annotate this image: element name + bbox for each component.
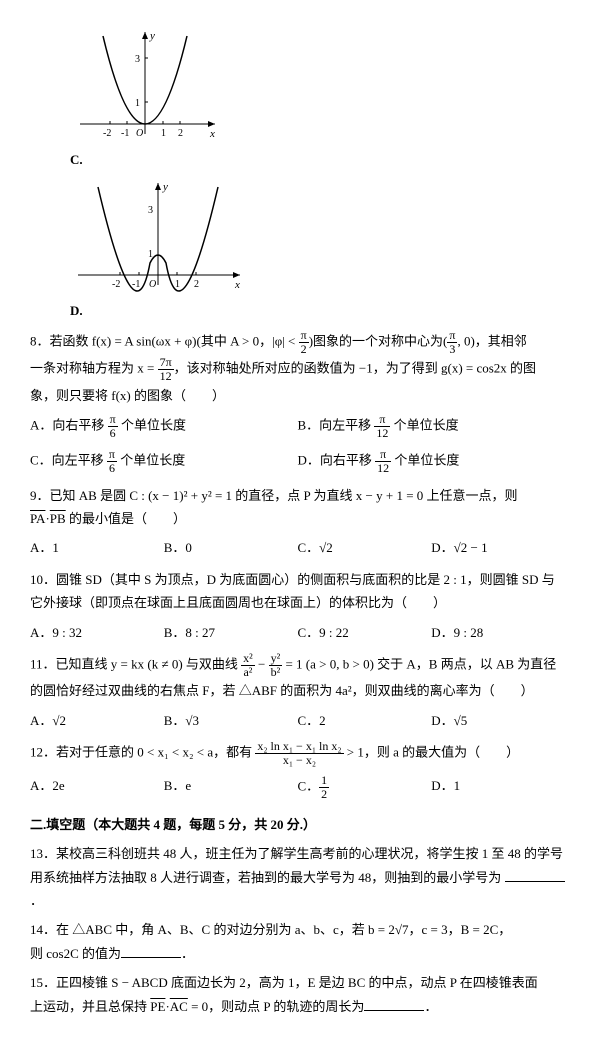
q10-opt-a: A．9 : 32 <box>30 621 164 644</box>
q15-stem-d: ． <box>424 999 437 1014</box>
svg-text:1: 1 <box>161 128 166 139</box>
q9-opt-c: C．√2 <box>298 536 432 559</box>
q11-opt-b: B．√3 <box>164 709 298 732</box>
graph-d-label: D. <box>70 299 565 322</box>
q10-num: 10． <box>30 572 56 587</box>
question-15: 15．正四棱锥 S − ABCD 底面边长为 2，高为 1，E 是边 BC 的中… <box>30 971 565 1018</box>
vec-pe: PE <box>150 999 165 1014</box>
svg-text:2: 2 <box>178 128 183 139</box>
svg-text:3: 3 <box>135 54 140 65</box>
q12-opt-d: D．1 <box>431 774 565 801</box>
svg-text:3: 3 <box>148 205 153 216</box>
question-12: 12．若对于任意的 0 < x₁ < x₂ < a，都有 x₂ ln x₁ − … <box>30 740 565 803</box>
q8-opt-b: B．向左平移 π12 个单位长度 <box>298 413 566 440</box>
q13-num: 13． <box>30 846 56 861</box>
svg-text:x: x <box>234 279 240 291</box>
q15-stem-b: 上运动，并且总保持 <box>30 999 150 1014</box>
q11-opt-a: A．√2 <box>30 709 164 732</box>
q12-opt-a: A．2e <box>30 774 164 801</box>
svg-text:y: y <box>149 30 155 42</box>
question-14: 14．在 △ABC 中，角 A、B、C 的对边分别为 a、b、c，若 b = 2… <box>30 918 565 965</box>
graph-c-container: -2 -1 1 2 1 3 O x y <box>70 24 565 144</box>
vec-pa: PA <box>30 511 45 526</box>
q14-blank <box>121 944 181 958</box>
q8-stem-b: )图象的一个对称中心为( <box>309 333 448 348</box>
q9-stem-b: 的最小值是（ ） <box>66 511 186 526</box>
graph-c-label: C. <box>70 148 565 171</box>
q12-num: 12． <box>30 745 56 760</box>
q8-stem-c: , 0)，其相邻 <box>457 333 526 348</box>
q15-blank <box>364 997 424 1011</box>
vec-pb: PB <box>50 511 66 526</box>
svg-text:2: 2 <box>194 279 199 290</box>
q11-num: 11． <box>30 657 56 672</box>
q9-num: 9． <box>30 488 50 503</box>
q15-stem-c: = 0，则动点 P 的轨迹的周长为 <box>188 999 365 1014</box>
svg-text:-2: -2 <box>103 128 111 139</box>
q13-stem-a: 某校高三科创班共 48 人，班主任为了解学生高考前的心理状况，将学生按 1 至 … <box>30 846 563 884</box>
q9-opt-d: D．√2 − 1 <box>431 536 565 559</box>
question-9: 9．已知 AB 是圆 C : (x − 1)² + y² = 1 的直径，点 P… <box>30 484 565 562</box>
q14-stem-a: 在 △ABC 中，角 A、B、C 的对边分别为 a、b、c，若 b = 2√7，… <box>56 922 511 937</box>
q14-stem-b: 则 cos2C 的值为 <box>30 946 121 961</box>
svg-text:1: 1 <box>135 98 140 109</box>
q13-blank <box>505 868 565 882</box>
q8-stem-d: 一条对称轴方程为 x = <box>30 361 158 376</box>
svg-text:-2: -2 <box>112 279 120 290</box>
svg-text:x: x <box>209 128 215 140</box>
q9-opt-b: B．0 <box>164 536 298 559</box>
question-13: 13．某校高三科创班共 48 人，班主任为了解学生高考前的心理状况，将学生按 1… <box>30 842 565 912</box>
graph-d-svg: -2 -1 1 2 1 3 O x y <box>70 175 245 295</box>
q12-stem-a: 若对于任意的 0 < x₁ < x₂ < a，都有 <box>56 745 255 760</box>
svg-text:-1: -1 <box>121 128 129 139</box>
q12-opt-b: B．e <box>164 774 298 801</box>
question-11: 11．已知直线 y = kx (k ≠ 0) 与双曲线 x²a² − y²b² … <box>30 652 565 734</box>
q8-stem-a: 若函数 f(x) = A sin(ωx + φ)(其中 A > 0，|φ| < <box>50 333 299 348</box>
q10-stem: 圆锥 SD（其中 S 为顶点，D 为底面圆心）的侧面积与底面积的比是 2 : 1… <box>30 572 555 610</box>
q14-num: 14． <box>30 922 56 937</box>
q13-stem-b: ． <box>30 893 43 908</box>
q11-opt-c: C．2 <box>298 709 432 732</box>
q8-num: 8． <box>30 333 50 348</box>
svg-text:y: y <box>162 181 168 193</box>
svg-text:1: 1 <box>175 279 180 290</box>
vec-ac: AC <box>170 999 188 1014</box>
question-10: 10．圆锥 SD（其中 S 为顶点，D 为底面圆心）的侧面积与底面积的比是 2 … <box>30 568 565 646</box>
q9-stem-a: 已知 AB 是圆 C : (x − 1)² + y² = 1 的直径，点 P 为… <box>50 488 518 503</box>
svg-text:O: O <box>136 128 143 139</box>
q15-num: 15． <box>30 975 56 990</box>
q14-stem-c: ． <box>181 946 194 961</box>
svg-text:O: O <box>149 279 156 290</box>
q15-stem-a: 正四棱锥 S − ABCD 底面边长为 2，高为 1，E 是边 BC 的中点，动… <box>56 975 538 990</box>
graph-c-svg: -2 -1 1 2 1 3 O x y <box>70 24 220 144</box>
q9-opt-a: A．1 <box>30 536 164 559</box>
q8-stem-e: ，该对称轴处所对应的函数值为 −1，为了得到 g(x) = cos2x 的图 <box>174 361 536 376</box>
q12-opt-c: C．12 <box>298 774 432 801</box>
q11-opt-d: D．√5 <box>431 709 565 732</box>
q8-stem-f: 象，则只要将 f(x) 的图象（ ） <box>30 388 225 403</box>
graph-d-container: -2 -1 1 2 1 3 O x y <box>70 175 565 295</box>
q8-opt-d: D．向右平移 π12 个单位长度 <box>298 448 566 475</box>
q8-opt-a: A．向右平移 π6 个单位长度 <box>30 413 298 440</box>
q10-opt-c: C．9 : 22 <box>298 621 432 644</box>
q10-opt-b: B．8 : 27 <box>164 621 298 644</box>
q12-stem-b: > 1，则 a 的最大值为（ ） <box>344 745 520 760</box>
question-8: 8．若函数 f(x) = A sin(ωx + φ)(其中 A > 0，|φ| … <box>30 329 565 478</box>
q11-stem-b: = 1 (a > 0, b > 0) 交于 A，B 两点，以 AB 为直径 <box>282 657 556 672</box>
section-2-title: 二.填空题（本大题共 4 题，每题 5 分，共 20 分.） <box>30 813 565 836</box>
q10-opt-d: D．9 : 28 <box>431 621 565 644</box>
q8-opt-c: C．向左平移 π6 个单位长度 <box>30 448 298 475</box>
q11-stem-c: 的圆恰好经过双曲线的右焦点 F，若 △ABF 的面积为 4a²，则双曲线的离心率… <box>30 683 534 698</box>
q11-stem-a: 已知直线 y = kx (k ≠ 0) 与双曲线 <box>56 657 242 672</box>
